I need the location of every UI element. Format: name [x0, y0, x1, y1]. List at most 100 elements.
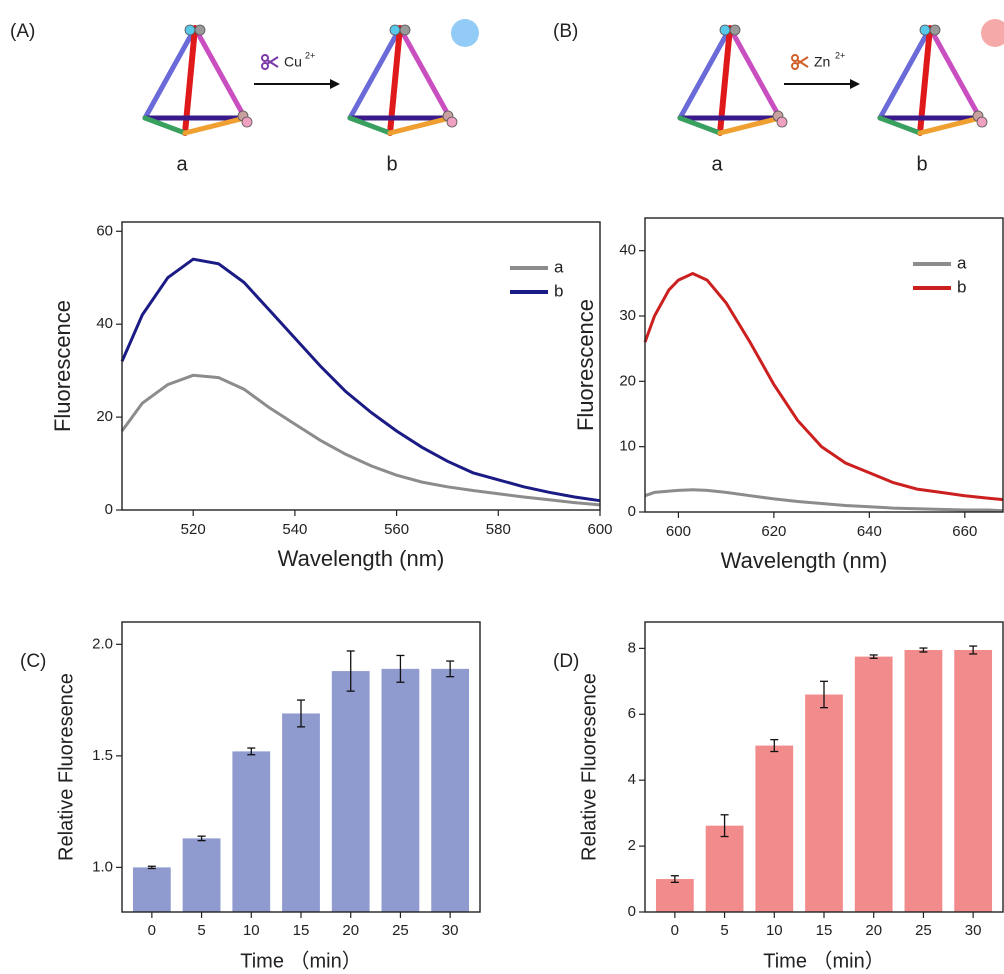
y-axis-label: Relative Fluoresence — [55, 673, 77, 861]
glow — [451, 19, 479, 47]
ion: Zn — [814, 54, 830, 70]
bar — [182, 838, 221, 912]
strand — [142, 115, 188, 136]
y-tick-label: 1.5 — [92, 747, 113, 764]
x-tick-label: 0 — [671, 922, 679, 939]
strand — [927, 25, 983, 121]
strand — [877, 115, 923, 136]
error-bar — [346, 650, 355, 692]
charge: 2+ — [835, 50, 845, 60]
bar — [904, 650, 943, 912]
tetrahedron — [677, 24, 788, 136]
x-tick-label: 620 — [761, 523, 786, 540]
y-tick-label: 2.0 — [92, 635, 113, 652]
bar — [705, 825, 744, 912]
bar — [755, 745, 794, 912]
bar — [431, 668, 470, 912]
bar — [232, 751, 271, 912]
x-tick-label: 5 — [197, 922, 205, 939]
plot-frame — [644, 621, 1004, 913]
strand — [717, 115, 783, 136]
line-series — [644, 488, 1004, 513]
charge: 2+ — [305, 50, 315, 60]
error-bar — [869, 654, 878, 659]
x-tick-label: 25 — [392, 922, 409, 939]
scheme-label: a — [711, 153, 723, 175]
node — [399, 24, 411, 36]
node — [929, 24, 941, 36]
x-tick-label: 10 — [766, 922, 783, 939]
bar — [854, 656, 893, 912]
x-tick-label: 10 — [243, 922, 260, 939]
bar — [282, 713, 320, 912]
y-tick-label: 0 — [105, 501, 113, 518]
y-tick-label: 1.0 — [92, 858, 113, 875]
tetrahedron — [347, 19, 479, 136]
node — [919, 24, 931, 36]
x-tick-label: 0 — [148, 922, 156, 939]
bar — [805, 694, 843, 912]
scissors-ring — [261, 62, 269, 70]
y-axis-label: Fluorescence — [50, 300, 75, 432]
scheme-label: b — [916, 153, 927, 175]
x-tick-label: 25 — [915, 922, 932, 939]
node — [194, 24, 206, 36]
line-series — [643, 271, 1004, 502]
line-series — [120, 257, 601, 503]
strand — [142, 25, 198, 121]
y-tick-label: 2 — [628, 837, 636, 854]
x-tick-label: 660 — [952, 523, 977, 540]
panel-label: (D) — [553, 651, 579, 672]
y-axis-label: Fluorescence — [573, 299, 598, 431]
legend-label: a — [554, 257, 564, 276]
panel-label: (C) — [20, 651, 46, 672]
node — [976, 116, 988, 128]
scissors-ring — [261, 54, 269, 62]
x-axis-label: Time （min） — [240, 949, 361, 972]
strand — [917, 115, 983, 136]
node — [776, 116, 788, 128]
y-tick-label: 6 — [628, 705, 636, 722]
x-axis-label: Time （min） — [763, 949, 884, 972]
x-tick-label: 30 — [965, 922, 982, 939]
x-tick-label: 600 — [587, 521, 612, 538]
glow — [981, 19, 1004, 47]
x-tick-label: 540 — [282, 521, 307, 538]
bar — [381, 668, 420, 912]
strand — [677, 115, 723, 136]
node — [241, 116, 253, 128]
y-tick-label: 0 — [628, 503, 636, 520]
error-bar — [297, 699, 305, 728]
x-axis-label: Wavelength (nm) — [721, 548, 888, 573]
node — [729, 24, 741, 36]
y-tick-label: 20 — [96, 408, 113, 425]
tetrahedron — [142, 24, 253, 136]
strand — [727, 25, 783, 121]
x-tick-label: 20 — [342, 922, 359, 939]
scissors-blade — [796, 56, 809, 65]
strand — [397, 25, 453, 121]
error-bar — [147, 865, 156, 870]
scheme-label: b — [386, 153, 397, 175]
y-tick-label: 8 — [628, 639, 636, 656]
plot-frame — [644, 217, 1004, 513]
error-bar — [197, 835, 206, 842]
legend-label: b — [554, 281, 563, 300]
legend-label: a — [957, 253, 967, 272]
y-tick-label: 60 — [96, 222, 113, 239]
x-tick-label: 520 — [181, 521, 206, 538]
tetrahedron — [877, 19, 1004, 136]
error-bar — [820, 680, 828, 709]
error-bar — [770, 738, 779, 753]
error-bar — [670, 875, 679, 883]
panel-label: (B) — [553, 21, 578, 42]
y-tick-label: 10 — [619, 438, 636, 455]
node — [184, 24, 196, 36]
scissors-blade — [796, 59, 809, 68]
error-bar — [446, 660, 455, 678]
strand — [192, 25, 248, 121]
x-tick-label: 580 — [486, 521, 511, 538]
node — [446, 116, 458, 128]
strand — [877, 25, 933, 121]
error-bar — [396, 654, 405, 683]
